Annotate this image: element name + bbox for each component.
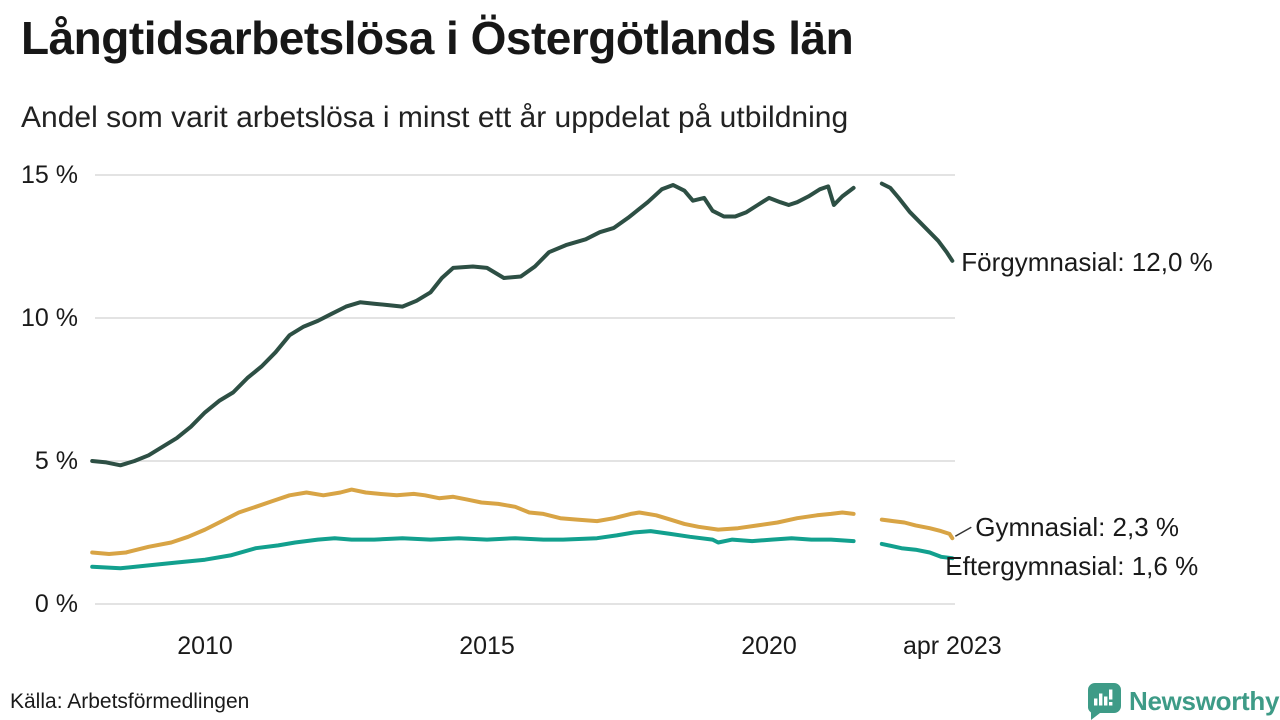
brand-logo: Newsworthy: [1086, 682, 1279, 720]
y-tick-label: 5 %: [34, 447, 78, 475]
chart-title: Långtidsarbetslösa i Östergötlands län: [21, 12, 854, 64]
series-end-label-förgymnasial: Förgymnasial: 12,0 %: [961, 246, 1213, 277]
y-tick-label: 0 %: [34, 590, 78, 618]
y-tick-label: 15 %: [21, 161, 78, 189]
newsworthy-bubble-chart-icon: [1087, 683, 1121, 720]
x-tick-label: apr 2023: [902, 632, 1002, 660]
x-tick-label: 2010: [177, 632, 233, 660]
series-line-förgymnasial: [90, 181, 955, 468]
chart-subtitle: Andel som varit arbetslösa i minst ett å…: [21, 101, 849, 134]
series-line-eftergymnasial: [90, 529, 955, 571]
x-tick-label: 2015: [459, 632, 515, 660]
brand-name: Newsworthy: [1129, 685, 1280, 716]
series-end-label-gymnasial: Gymnasial: 2,3 %: [975, 512, 1180, 543]
x-tick-label: 2020: [741, 632, 797, 660]
source-note: Källa: Arbetsförmedlingen: [10, 690, 250, 713]
series-line-gymnasial: [90, 487, 955, 556]
label-connector: [954, 526, 972, 537]
y-tick-label: 10 %: [21, 304, 78, 332]
series-end-label-eftergymnasial: Eftergymnasial: 1,6 %: [945, 551, 1199, 582]
